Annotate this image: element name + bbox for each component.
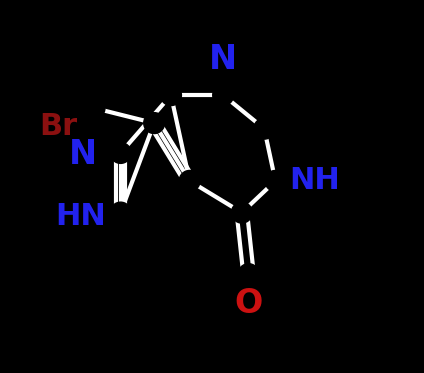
- Text: N: N: [209, 43, 237, 76]
- Circle shape: [232, 202, 252, 223]
- Text: O: O: [234, 288, 263, 320]
- Text: Br: Br: [39, 112, 78, 141]
- Circle shape: [144, 113, 165, 134]
- Circle shape: [161, 85, 181, 106]
- Text: NH: NH: [289, 166, 340, 195]
- Circle shape: [110, 142, 131, 163]
- Circle shape: [238, 264, 259, 285]
- Circle shape: [265, 170, 286, 191]
- Circle shape: [254, 118, 275, 139]
- Circle shape: [84, 98, 105, 119]
- Text: N: N: [69, 138, 98, 171]
- Circle shape: [110, 202, 131, 223]
- Text: HN: HN: [55, 202, 106, 231]
- Circle shape: [213, 85, 234, 106]
- Circle shape: [179, 170, 200, 191]
